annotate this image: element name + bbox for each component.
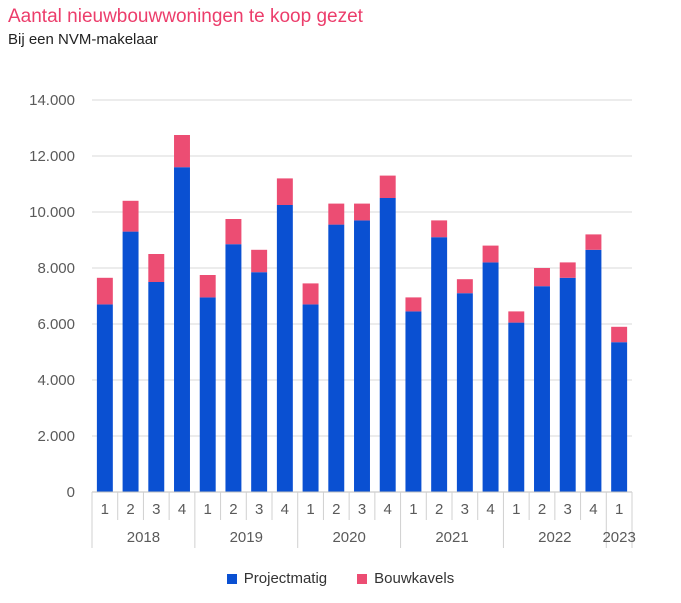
bar-bouwkavels	[508, 311, 525, 323]
x-tick-label-quarter: 1	[512, 501, 520, 518]
bar-bouwkavels	[276, 178, 293, 205]
x-tick-label-quarter: 4	[486, 501, 494, 518]
x-tick-label-quarter: 1	[101, 501, 109, 518]
legend-label-projectmatig: Projectmatig	[243, 570, 328, 587]
bar-projectmatig	[174, 167, 190, 492]
legend-swatch-projectmatig	[226, 573, 237, 584]
bar-bouwkavels	[328, 203, 345, 225]
bar-bouwkavels	[611, 326, 628, 343]
x-tick-label-quarter: 3	[358, 501, 366, 518]
bar-projectmatig	[611, 342, 628, 492]
x-tick-label-year: 2022	[538, 529, 571, 546]
x-tick-label-quarter: 3	[564, 501, 572, 518]
bar-bouwkavels	[96, 277, 113, 305]
bar-bouwkavels	[302, 283, 319, 305]
bar-bouwkavels	[122, 200, 139, 232]
x-tick-label-year: 2018	[127, 529, 160, 546]
x-tick-label-quarter: 2	[332, 501, 340, 518]
bar-bouwkavels	[431, 220, 448, 238]
bar-projectmatig	[354, 220, 370, 492]
chart-title: Aantal nieuwbouwwoningen te koop gezet	[8, 6, 363, 27]
bar-projectmatig	[456, 293, 473, 492]
x-tick-label-quarter: 3	[461, 501, 469, 518]
bar-projectmatig	[199, 297, 216, 492]
x-tick-label-year: 2020	[332, 529, 365, 546]
x-tick-label-quarter: 4	[384, 501, 392, 518]
x-tick-label-quarter: 1	[306, 501, 314, 518]
x-tick-label-year: 2023	[602, 529, 635, 546]
bar-bouwkavels	[534, 268, 550, 287]
bar-bouwkavels	[354, 203, 370, 221]
y-tick-label: 10.000	[29, 204, 75, 221]
x-tick-label-quarter: 2	[126, 501, 134, 518]
bar-bouwkavels	[482, 245, 499, 263]
bar-projectmatig	[328, 224, 345, 492]
stacked-bar-chart: 0 2.000 4.000 6.000 8.000 10.000 12.000 14.000 1…	[29, 92, 636, 548]
bar-bouwkavels	[225, 219, 242, 245]
bar-bouwkavels	[148, 254, 165, 282]
x-tick-label-quarter: 3	[255, 501, 263, 518]
x-tick-label-quarter: 1	[615, 501, 623, 518]
bar-projectmatig	[122, 231, 139, 492]
bar-projectmatig	[508, 322, 525, 492]
x-tick-label-quarter: 2	[435, 501, 443, 518]
x-tick-label-quarter: 3	[152, 501, 160, 518]
bar-projectmatig	[148, 282, 165, 492]
bar-projectmatig	[559, 277, 576, 492]
bar-projectmatig	[251, 272, 268, 492]
bar-projectmatig	[431, 237, 448, 492]
y-tick-label: 12.000	[29, 148, 75, 165]
y-tick-label: 8.000	[37, 260, 75, 277]
legend: Projectmatig Bouwkavels	[0, 570, 681, 587]
legend-item-projectmatig: Projectmatig	[226, 570, 328, 587]
bar-bouwkavels	[174, 135, 190, 168]
y-tick-label: 6.000	[37, 316, 75, 333]
legend-item-bouwkavels: Bouwkavels	[357, 570, 454, 587]
y-tick-label: 2.000	[37, 428, 75, 445]
x-tick-label-quarter: 4	[589, 501, 597, 518]
x-tick-label-quarter: 4	[281, 501, 289, 518]
bar-projectmatig	[534, 286, 550, 492]
bar-bouwkavels	[456, 279, 473, 294]
bar-bouwkavels	[199, 275, 216, 298]
x-tick-label-quarter: 1	[204, 501, 212, 518]
bar-projectmatig	[482, 262, 499, 492]
x-tick-label-quarter: 1	[409, 501, 417, 518]
bar-projectmatig	[96, 304, 113, 492]
y-tick-label: 4.000	[37, 372, 75, 389]
y-tick-label: 14.000	[29, 92, 75, 109]
x-tick-label-year: 2021	[435, 529, 468, 546]
bar-projectmatig	[225, 244, 242, 492]
bar-projectmatig	[379, 198, 396, 492]
bar-bouwkavels	[405, 297, 422, 312]
bar-projectmatig	[405, 311, 422, 492]
legend-label-bouwkavels: Bouwkavels	[374, 570, 455, 587]
bar-bouwkavels	[251, 249, 268, 273]
bar-projectmatig	[276, 205, 293, 492]
chart-subtitle: Bij een NVM-makelaar	[8, 31, 159, 48]
bar-bouwkavels	[559, 262, 576, 278]
x-tick-label-quarter: 4	[178, 501, 186, 518]
bar-bouwkavels	[585, 234, 602, 250]
legend-swatch-bouwkavels	[357, 573, 368, 584]
bar-projectmatig	[302, 304, 319, 492]
bar-bouwkavels	[379, 175, 396, 198]
x-tick-label-quarter: 2	[229, 501, 237, 518]
x-tick-label-quarter: 2	[538, 501, 546, 518]
bar-projectmatig	[585, 249, 602, 492]
x-tick-label-year: 2019	[230, 529, 263, 546]
y-tick-label: 0	[67, 484, 75, 501]
